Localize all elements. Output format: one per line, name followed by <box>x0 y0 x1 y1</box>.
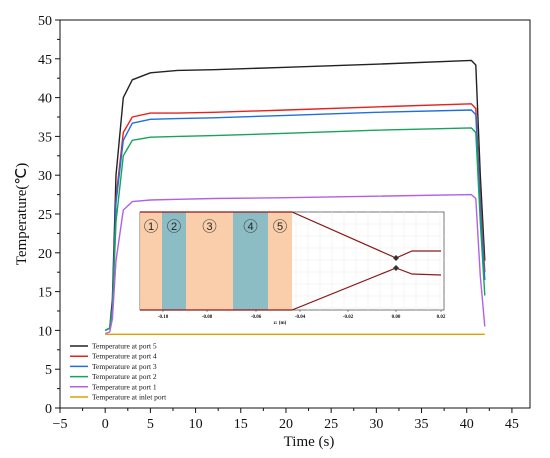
zone-circle <box>144 219 158 233</box>
inset-diagram: 1 2 3 4 5 -0.10 -0.08 -0.06 -0.04 -0.02 0.00 0.02 z:… <box>139 211 446 326</box>
inset-marker <box>393 255 399 261</box>
y-tick-label: 25 <box>38 208 52 223</box>
inset-x-tick-label: -0.06 <box>251 315 262 320</box>
zone-number: 2 <box>171 221 177 233</box>
x-tick-label: 40 <box>460 417 474 432</box>
y-tick-label: 35 <box>38 130 52 145</box>
x-tick-label: 15 <box>234 417 248 432</box>
series-layer <box>104 59 486 335</box>
x-tick-label: 5 <box>147 417 154 432</box>
x-tick-label: 30 <box>369 417 383 432</box>
legend-label: Temperature at port 2 <box>92 372 157 381</box>
x-axis-title: Time (s) <box>284 434 335 450</box>
zone-circle <box>167 219 181 233</box>
zone-circle <box>273 219 287 233</box>
legend-label: Temperature at port 3 <box>92 362 157 371</box>
x-tick-label: −5 <box>53 417 68 432</box>
y-tick-label: 15 <box>38 286 52 301</box>
zone-circle <box>243 219 258 233</box>
legend-label: Temperature at inlet port <box>92 393 167 402</box>
inset-zone <box>268 212 292 310</box>
y-tick-label: 0 <box>45 402 52 417</box>
zone-circle <box>202 219 217 233</box>
inset-x-tick-label: -0.02 <box>343 315 354 320</box>
y-tick-label: 45 <box>38 53 52 68</box>
x-tick-label: 20 <box>279 417 293 432</box>
x-tick-label: 0 <box>102 417 109 432</box>
inset-zone <box>162 212 186 310</box>
y-tick-label: 20 <box>38 247 52 262</box>
zone-number: 1 <box>148 221 154 233</box>
y-tick-label: 30 <box>38 169 52 184</box>
series-line-4 <box>104 127 486 332</box>
inset-x-tick-label: -0.10 <box>158 315 169 320</box>
x-tick-label: 10 <box>189 417 203 432</box>
legend-label: Temperature at port 4 <box>92 352 157 361</box>
y-tick-label: 5 <box>45 363 52 378</box>
x-tick-label: 25 <box>324 417 338 432</box>
inset-zone <box>140 212 162 310</box>
y-tick-label: 40 <box>38 92 52 107</box>
zone-number: 5 <box>277 221 283 233</box>
zone-number: 4 <box>247 221 253 233</box>
inset-x-axis-title: z: (m) <box>274 321 287 326</box>
zone-number: 3 <box>206 221 212 233</box>
inset-x-tick-label: 0.02 <box>437 315 446 320</box>
y-tick-label: 10 <box>38 324 52 339</box>
legend-label: Temperature at port 5 <box>92 342 157 351</box>
y-tick-label: 50 <box>38 14 52 29</box>
y-axis-title: Temperature(℃) <box>14 163 30 265</box>
inset-x-tick-label: -0.04 <box>295 315 306 320</box>
inset-zone <box>233 212 268 310</box>
x-tick-label: 45 <box>505 417 519 432</box>
series-line-5 <box>104 193 486 335</box>
inset-x-tick-label: -0.08 <box>202 315 213 320</box>
inset-zone <box>186 212 233 310</box>
x-tick-label: 35 <box>415 417 429 432</box>
legend-label: Temperature at port 1 <box>92 382 157 391</box>
inset-marker <box>393 265 399 271</box>
inset-x-tick-label: 0.00 <box>392 315 401 320</box>
